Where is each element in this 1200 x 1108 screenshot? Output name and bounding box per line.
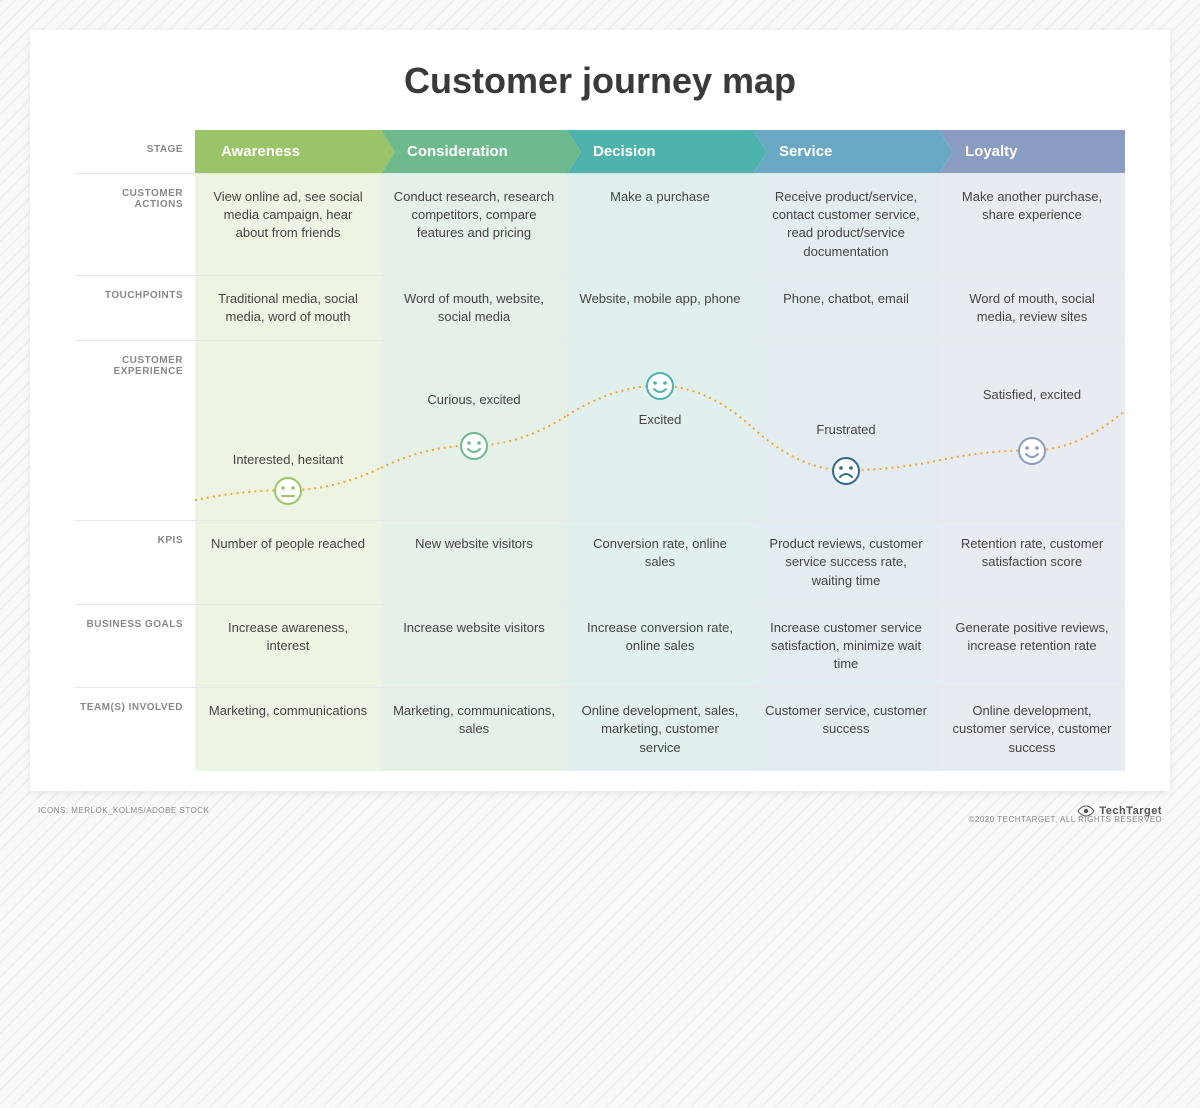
cell-kpis: New website visitors [381,521,567,605]
stage-header: Loyalty [939,130,1125,174]
cell-goals: Increase website visitors [381,605,567,689]
page-title: Customer journey map [75,60,1125,102]
stage-name: Decision [593,143,656,160]
footer: ICONS: MERLOK_KOLMS/ADOBE STOCK TechTarg… [30,791,1170,817]
cell-teams: Online development, customer service, cu… [939,688,1125,771]
row-label: TOUCHPOINTS [75,276,195,341]
experience-label: Curious, excited [381,391,567,409]
smiley-icon [831,456,861,486]
cell-experience: Satisfied, excited [939,341,1125,521]
cell-kpis: Retention rate, customer satisfaction sc… [939,521,1125,605]
row-label: STAGE [75,130,195,174]
row-label: CUSTOMER ACTIONS [75,174,195,276]
cell-teams: Customer service, customer success [753,688,939,771]
cell-goals: Increase conversion rate, online sales [567,605,753,689]
curve-segment [567,341,753,520]
stage-header: Consideration [381,130,567,174]
cell-actions: Make a purchase [567,174,753,276]
stage-name: Service [779,143,832,160]
cell-teams: Marketing, communications, sales [381,688,567,771]
cell-actions: Conduct research, research competitors, … [381,174,567,276]
cell-teams: Marketing, communications [195,688,381,771]
smiley-icon [273,476,303,506]
stage-header: Decision [567,130,753,174]
smiley-icon [1017,436,1047,466]
journey-grid: STAGE Awareness Consideration Decision Servi… [75,130,1125,771]
cell-touchpoints: Phone, chatbot, email [753,276,939,341]
cell-experience: Interested, hesitant [195,341,381,521]
stage-name: Loyalty [965,143,1018,160]
cell-actions: Make another purchase, share experience [939,174,1125,276]
cell-touchpoints: Traditional media, social media, word of… [195,276,381,341]
experience-label: Excited [567,411,753,429]
copyright: ©2020 TECHTARGET, ALL RIGHTS RESERVED [30,815,1170,824]
cell-actions: Receive product/service, contact custome… [753,174,939,276]
cell-goals: Generate positive reviews, increase rete… [939,605,1125,689]
cell-touchpoints: Word of mouth, social media, review site… [939,276,1125,341]
stage-name: Consideration [407,143,508,160]
cell-experience: Frustrated [753,341,939,521]
row-label: KPIS [75,521,195,605]
stage-name: Awareness [221,143,300,160]
cell-goals: Increase customer service satisfaction, … [753,605,939,689]
row-label: BUSINESS GOALS [75,605,195,689]
cell-actions: View online ad, see social media campaig… [195,174,381,276]
curve-segment [939,341,1125,520]
cell-touchpoints: Website, mobile app, phone [567,276,753,341]
cell-kpis: Product reviews, customer service succes… [753,521,939,605]
journey-map-card: Customer journey map STAGE Awareness Consi… [30,30,1170,791]
smiley-icon [645,371,675,401]
cell-touchpoints: Word of mouth, website, social media [381,276,567,341]
stage-header: Awareness [195,130,381,174]
cell-experience: Curious, excited [381,341,567,521]
row-label: CUSTOMER EXPERIENCE [75,341,195,521]
cell-teams: Online development, sales, marketing, cu… [567,688,753,771]
icon-credit: ICONS: MERLOK_KOLMS/ADOBE STOCK [38,806,209,815]
row-label: TEAM(S) INVOLVED [75,688,195,771]
cell-experience: Excited [567,341,753,521]
cell-goals: Increase awareness, interest [195,605,381,689]
cell-kpis: Conversion rate, online sales [567,521,753,605]
cell-kpis: Number of people reached [195,521,381,605]
smiley-icon [459,431,489,461]
experience-label: Frustrated [753,421,939,439]
experience-label: Satisfied, excited [939,386,1125,404]
stage-header: Service [753,130,939,174]
experience-label: Interested, hesitant [195,451,381,469]
